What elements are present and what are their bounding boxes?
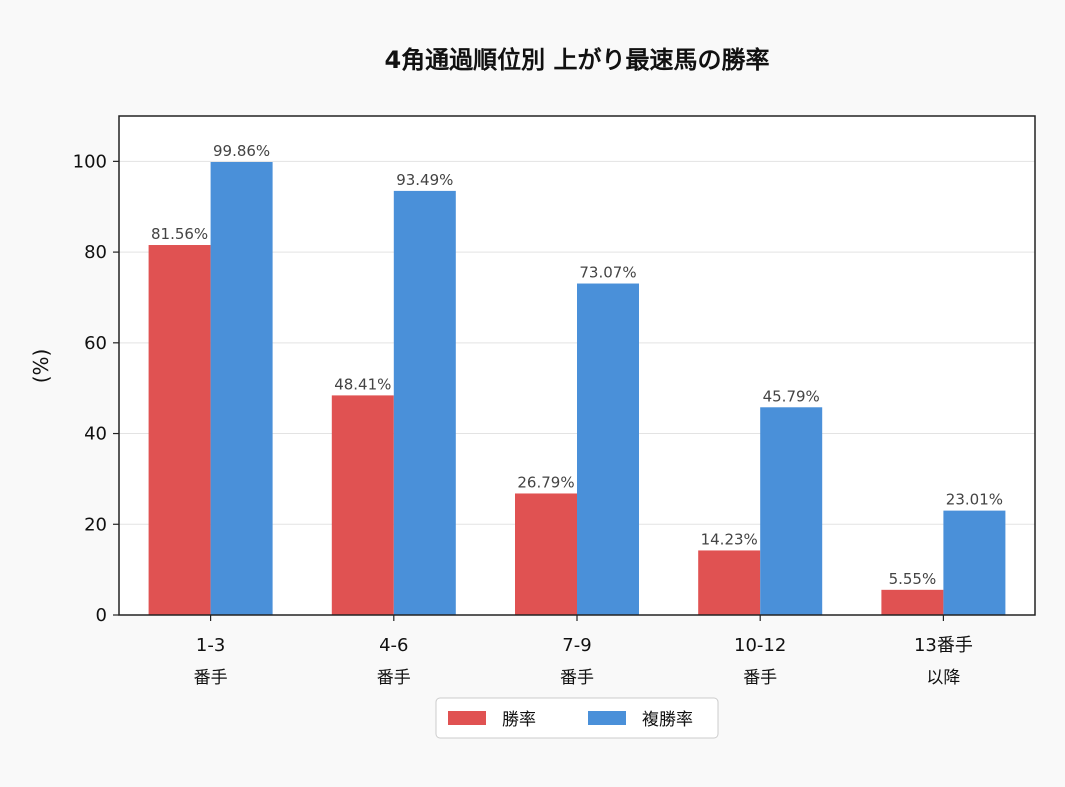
bar-place — [393, 190, 456, 615]
data-label: 48.41% — [334, 375, 391, 393]
bar-place — [577, 283, 639, 615]
bar-place — [210, 161, 273, 616]
x-tick-sublabel: 番手 — [377, 668, 411, 688]
y-tick-label: 60 — [84, 333, 107, 354]
bar-win — [515, 493, 577, 615]
legend: 勝率 複勝率 — [435, 697, 719, 739]
bar-win — [331, 395, 394, 615]
bar-place — [760, 407, 823, 615]
legend-swatch — [588, 711, 626, 725]
x-tick-label: 10-12 — [734, 635, 786, 656]
x-tick-label: 7-9 — [562, 635, 591, 656]
bar-win — [148, 245, 211, 616]
y-tick-label: 40 — [84, 424, 107, 445]
x-tick-label: 4-6 — [379, 635, 408, 656]
plot-area: 0 20 40 60 80 100 81.56% 99.86% 1-3 番手 48.41% 93.49… — [73, 115, 1036, 688]
data-label: 23.01% — [946, 491, 1003, 509]
x-tick-sublabel: 番手 — [560, 668, 594, 688]
y-tick-label: 100 — [73, 151, 107, 172]
data-label: 5.55% — [889, 570, 937, 588]
data-label: 81.56% — [151, 225, 208, 243]
data-label: 99.86% — [213, 142, 270, 160]
y-tick-label: 20 — [84, 514, 107, 535]
legend-label: 複勝率 — [642, 710, 693, 730]
x-tick-sublabel: 番手 — [194, 668, 228, 688]
plot-frame — [118, 115, 1036, 616]
data-label: 26.79% — [517, 473, 574, 491]
x-tick-label: 1-3 — [196, 635, 225, 656]
y-tick-label: 80 — [84, 242, 107, 263]
bar-win — [698, 550, 761, 615]
legend-swatch — [448, 711, 486, 725]
legend-label: 勝率 — [502, 710, 536, 730]
x-tick-sublabel: 番手 — [743, 668, 777, 688]
data-label: 73.07% — [579, 264, 636, 282]
chart-title: 4角通過順位別 上がり最速馬の勝率 — [384, 46, 769, 74]
bar-win — [881, 589, 944, 615]
legend-box — [435, 697, 719, 739]
x-tick-sublabel: 以降 — [926, 668, 960, 688]
y-axis-label: (%) — [29, 349, 53, 384]
data-label: 45.79% — [763, 387, 820, 405]
data-label: 14.23% — [701, 530, 758, 548]
y-tick-label: 0 — [96, 605, 107, 626]
bar-place — [943, 510, 1006, 615]
x-tick-label: 13番手 — [914, 635, 973, 656]
data-label: 93.49% — [396, 171, 453, 189]
